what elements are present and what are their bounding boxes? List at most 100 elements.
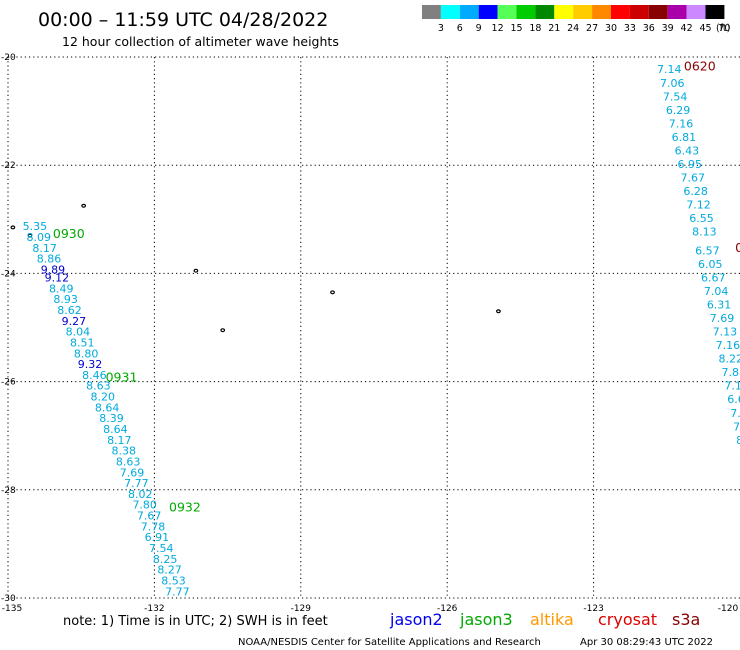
legend-label: 24 (567, 23, 579, 34)
latitude-tick-label: -24 (1, 269, 16, 279)
wave-height-value: 8.27 (157, 564, 182, 577)
wave-height-value: 8.63 (116, 455, 140, 468)
wave-height-value: 8.1 (736, 434, 740, 447)
wave-height-value: 7.06 (660, 77, 685, 90)
island-marker (81, 203, 87, 208)
legend-swatch (478, 5, 498, 19)
island-marker (193, 268, 199, 273)
satellite-legend-s3a: s3a (672, 610, 700, 629)
track-jason3: 5.358.098.178.869.899.128.498.938.629.27… (23, 220, 201, 598)
legend-label: 36 (643, 23, 655, 34)
map-plot-area: -135 -132 -129 -126 -123 -120 -20 -22 -24 -26 -28 -… (1, 53, 740, 614)
island-marker (496, 309, 501, 314)
wave-height-value: 7.13 (713, 326, 738, 339)
island-marker (27, 233, 33, 238)
wave-height-value: 7.04 (704, 285, 729, 298)
wave-height-value: 7.77 (165, 585, 190, 598)
wave-height-value: 7.80 (132, 499, 157, 512)
wave-height-value: 9.12 (45, 272, 70, 285)
legend-label: 21 (548, 23, 560, 34)
wave-height-value: 7.78 (141, 520, 166, 533)
longitude-tick-label: -135 (2, 604, 22, 614)
color-legend: 3 6 9 12 15 18 21 24 27 30 33 36 39 42 45 70 (422, 5, 730, 34)
legend-swatch (497, 5, 517, 19)
wave-height-value: 7.77 (124, 477, 149, 490)
graticule-labels: -135 -132 -129 -126 -123 -120 -20 -22 -24 -26 -28 -… (1, 53, 738, 614)
island-marker (220, 328, 226, 333)
legend-swatch (592, 5, 611, 19)
wave-height-value: 7.88 (721, 366, 740, 379)
wave-height-value: 8.49 (49, 282, 74, 295)
footer-timestamp: Apr 30 08:29:43 UTC 2022 (580, 637, 713, 648)
wave-height-value: 8.80 (74, 347, 99, 360)
wave-height-value: 8.53 (161, 574, 186, 587)
wave-height-value: 8.38 (111, 445, 135, 458)
wave-height-value: 7.69 (710, 312, 735, 325)
wave-height-value: 7.12 (686, 198, 711, 211)
wave-height-value: 7.54 (663, 90, 688, 103)
island-marker (330, 290, 335, 295)
wave-height-value: 8.17 (107, 434, 131, 447)
satellite-tracks: 5.358.098.178.869.899.128.498.938.629.27… (23, 59, 740, 599)
satellite-legend: jason2 jason3 altika cryosat s3a (389, 610, 700, 629)
legend-label: 27 (586, 23, 598, 34)
latitude-tick-label: -26 (1, 378, 16, 388)
wave-height-value: 8.13 (692, 226, 717, 239)
legend-swatch (705, 5, 725, 19)
legend-swatch (629, 5, 649, 19)
pass-time-label: 0930 (53, 226, 85, 241)
legend-label: 42 (681, 23, 693, 34)
wave-height-value: 7.11 (733, 420, 740, 433)
legend-swatch (667, 5, 687, 19)
legend-swatch (573, 5, 593, 19)
wave-height-value: 8.22 (719, 353, 740, 366)
wave-height-value: 6.28 (683, 185, 708, 198)
wave-height-value: 6.05 (698, 258, 723, 271)
graticule-grid (7, 56, 740, 599)
legend-label: 45 (699, 23, 711, 34)
legend-swatch (535, 5, 555, 19)
wave-height-value: 8.20 (90, 391, 115, 404)
wave-height-value: 7.67 (680, 171, 705, 184)
legend-swatch (440, 5, 460, 19)
pass-time-label: 0620 (684, 59, 716, 74)
legend-label: 33 (624, 23, 636, 34)
wave-height-value: 9.32 (78, 358, 103, 371)
legend-label: 3 (438, 23, 444, 34)
legend-unit: (ft) (716, 23, 730, 34)
legend-swatch (648, 5, 668, 19)
wave-height-value: 7.19 (724, 380, 740, 393)
wave-height-value: 6.67 (701, 272, 726, 285)
satellite-legend-cryosat: cryosat (598, 610, 657, 629)
wave-height-value: 8.63 (86, 380, 111, 393)
wave-height-value: 7.16 (716, 339, 740, 352)
footer-note: note: 1) Time is in UTC; 2) SWH is in fe… (63, 614, 328, 629)
island-marker (10, 225, 16, 230)
legend-label: 15 (510, 23, 522, 34)
wave-height-value: 6.91 (145, 531, 170, 544)
wave-height-value: 8.86 (37, 253, 62, 266)
wave-height-value: 6.43 (675, 144, 700, 157)
wave-height-value: 6.55 (689, 212, 714, 225)
latitude-tick-label: -22 (1, 161, 16, 171)
pass-time-label: 0621 (735, 240, 740, 255)
pass-time-label: 0931 (106, 370, 138, 385)
wave-height-value: 7.14 (657, 63, 682, 76)
wave-height-value: 6.81 (672, 131, 697, 144)
legend-label: 6 (457, 23, 463, 34)
wave-height-value: 6.69 (727, 393, 740, 406)
page-title: 00:00 – 11:59 UTC 04/28/2022 (38, 9, 328, 31)
wave-height-value: 7.69 (120, 466, 145, 479)
latitude-tick-label: -30 (1, 594, 16, 604)
legend-swatch (611, 5, 630, 19)
footer-credit: NOAA/NESDIS Center for Satellite Applica… (238, 637, 541, 648)
legend-swatch (516, 5, 536, 19)
legend-swatch (459, 5, 479, 19)
wave-height-value: 6.31 (707, 299, 732, 312)
satellite-legend-altika: altika (530, 610, 574, 629)
legend-label: 18 (529, 23, 541, 34)
island-markers (10, 203, 501, 333)
latitude-tick-label: -20 (1, 53, 16, 63)
wave-height-value: 8.25 (153, 553, 178, 566)
